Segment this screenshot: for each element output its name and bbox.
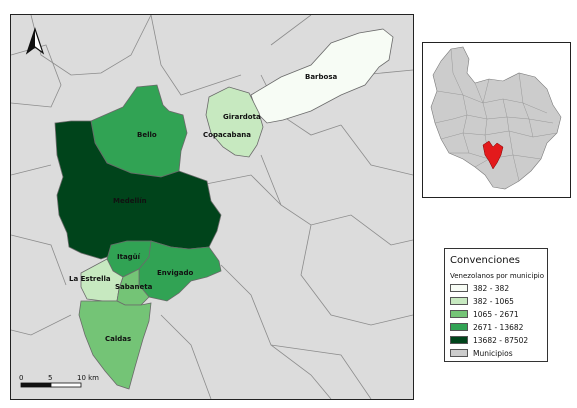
legend-swatch	[450, 297, 468, 305]
main-map: Barbosa Girardota Copacabana Bello Medel…	[10, 14, 414, 400]
scale-label-10km: 10 km	[77, 374, 99, 382]
legend-title: Convenciones	[450, 255, 520, 266]
legend-item-2: 1065 - 2671	[450, 309, 519, 319]
scale-bar: 0 5 10 km	[19, 374, 99, 388]
inset-map	[422, 42, 571, 198]
legend-label: 1065 - 2671	[473, 309, 519, 319]
label-bello: Bello	[137, 131, 157, 139]
label-caldas: Caldas	[105, 335, 131, 343]
label-copacabana: Copacabana	[203, 131, 251, 139]
background-boundaries	[11, 15, 413, 399]
scale-label-5: 5	[48, 374, 52, 382]
legend: Convenciones Venezolanos por municipio 3…	[444, 248, 548, 362]
legend-label: 2671 - 13682	[473, 322, 524, 332]
label-medellin: Medellín	[113, 197, 147, 205]
legend-swatch	[450, 284, 468, 292]
municipality-girardota[interactable]	[205, 86, 264, 158]
legend-label: 13682 - 87502	[473, 335, 529, 345]
legend-swatch	[450, 310, 468, 318]
main-map-svg: Barbosa Girardota Copacabana Bello Medel…	[11, 15, 413, 399]
municipality-caldas[interactable]	[78, 300, 152, 390]
inset-study-area	[482, 140, 504, 170]
legend-label: 382 - 1065	[473, 296, 514, 306]
legend-item-3: 2671 - 13682	[450, 322, 523, 332]
legend-item-1: 382 - 1065	[450, 296, 514, 306]
municipality-barbosa[interactable]	[250, 28, 394, 124]
choropleth-layer	[55, 28, 394, 390]
label-girardota: Girardota	[223, 113, 261, 121]
legend-item-4: 13682 - 87502	[450, 335, 528, 345]
legend-item-0: 382 - 382	[450, 283, 509, 293]
inset-municipio-lines	[434, 48, 558, 182]
scale-label-0: 0	[19, 374, 23, 382]
inset-map-svg	[430, 46, 562, 190]
legend-item-5: Municipios	[450, 348, 513, 358]
legend-swatch	[450, 349, 468, 357]
label-sabaneta: Sabaneta	[115, 283, 153, 291]
label-barbosa: Barbosa	[305, 73, 337, 81]
north-arrow-icon	[25, 27, 45, 55]
legend-subtitle: Venezolanos por municipio	[450, 272, 545, 280]
label-envigado: Envigado	[157, 269, 193, 277]
legend-label: 382 - 382	[473, 283, 510, 293]
legend-swatch	[450, 336, 468, 344]
label-itagui: Itagüí	[117, 253, 141, 261]
label-la-estrella: La Estrella	[69, 275, 111, 283]
legend-swatch	[450, 323, 468, 331]
legend-label: Municipios	[473, 348, 513, 358]
municipality-labels: Barbosa Girardota Copacabana Bello Medel…	[69, 73, 337, 343]
